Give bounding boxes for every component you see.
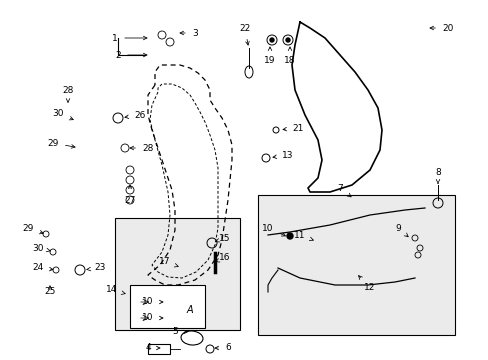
Text: 30: 30 (52, 108, 73, 120)
Text: 1: 1 (112, 33, 147, 42)
Text: 22: 22 (239, 23, 250, 45)
Text: 4: 4 (145, 343, 160, 352)
Text: 15: 15 (215, 234, 230, 243)
Text: 6: 6 (215, 343, 230, 352)
Text: 13: 13 (272, 150, 293, 159)
Circle shape (285, 38, 289, 42)
Text: 23: 23 (87, 264, 105, 273)
Text: 7: 7 (336, 184, 350, 197)
Text: 30: 30 (32, 243, 51, 252)
Text: 27: 27 (124, 185, 135, 204)
Text: 16: 16 (215, 253, 230, 262)
Text: 2: 2 (115, 50, 147, 59)
Text: 29: 29 (22, 224, 43, 234)
Text: 24: 24 (32, 264, 53, 273)
Circle shape (269, 38, 273, 42)
Text: 10: 10 (142, 314, 163, 323)
Text: 3: 3 (180, 28, 198, 37)
Text: 21: 21 (283, 123, 303, 132)
Text: 26: 26 (125, 111, 145, 120)
Text: 28: 28 (130, 144, 153, 153)
Text: 5: 5 (172, 328, 187, 337)
Text: A: A (186, 305, 193, 315)
Text: 12: 12 (358, 276, 375, 292)
Text: 25: 25 (44, 286, 56, 297)
Bar (148, 344, 170, 354)
Circle shape (286, 233, 292, 239)
Bar (130, 285, 204, 328)
Text: 10: 10 (142, 297, 163, 306)
Bar (115, 218, 240, 330)
Bar (258, 195, 454, 335)
Text: 28: 28 (62, 86, 74, 102)
Text: 17: 17 (159, 257, 178, 267)
Text: 10: 10 (262, 224, 285, 236)
Text: 29: 29 (47, 139, 75, 148)
Text: 18: 18 (284, 47, 295, 64)
Text: 19: 19 (264, 47, 275, 64)
Text: 8: 8 (434, 167, 440, 184)
Text: 14: 14 (106, 285, 125, 294)
Text: 11: 11 (294, 230, 313, 240)
Text: 9: 9 (394, 224, 407, 237)
Text: 20: 20 (429, 23, 453, 32)
